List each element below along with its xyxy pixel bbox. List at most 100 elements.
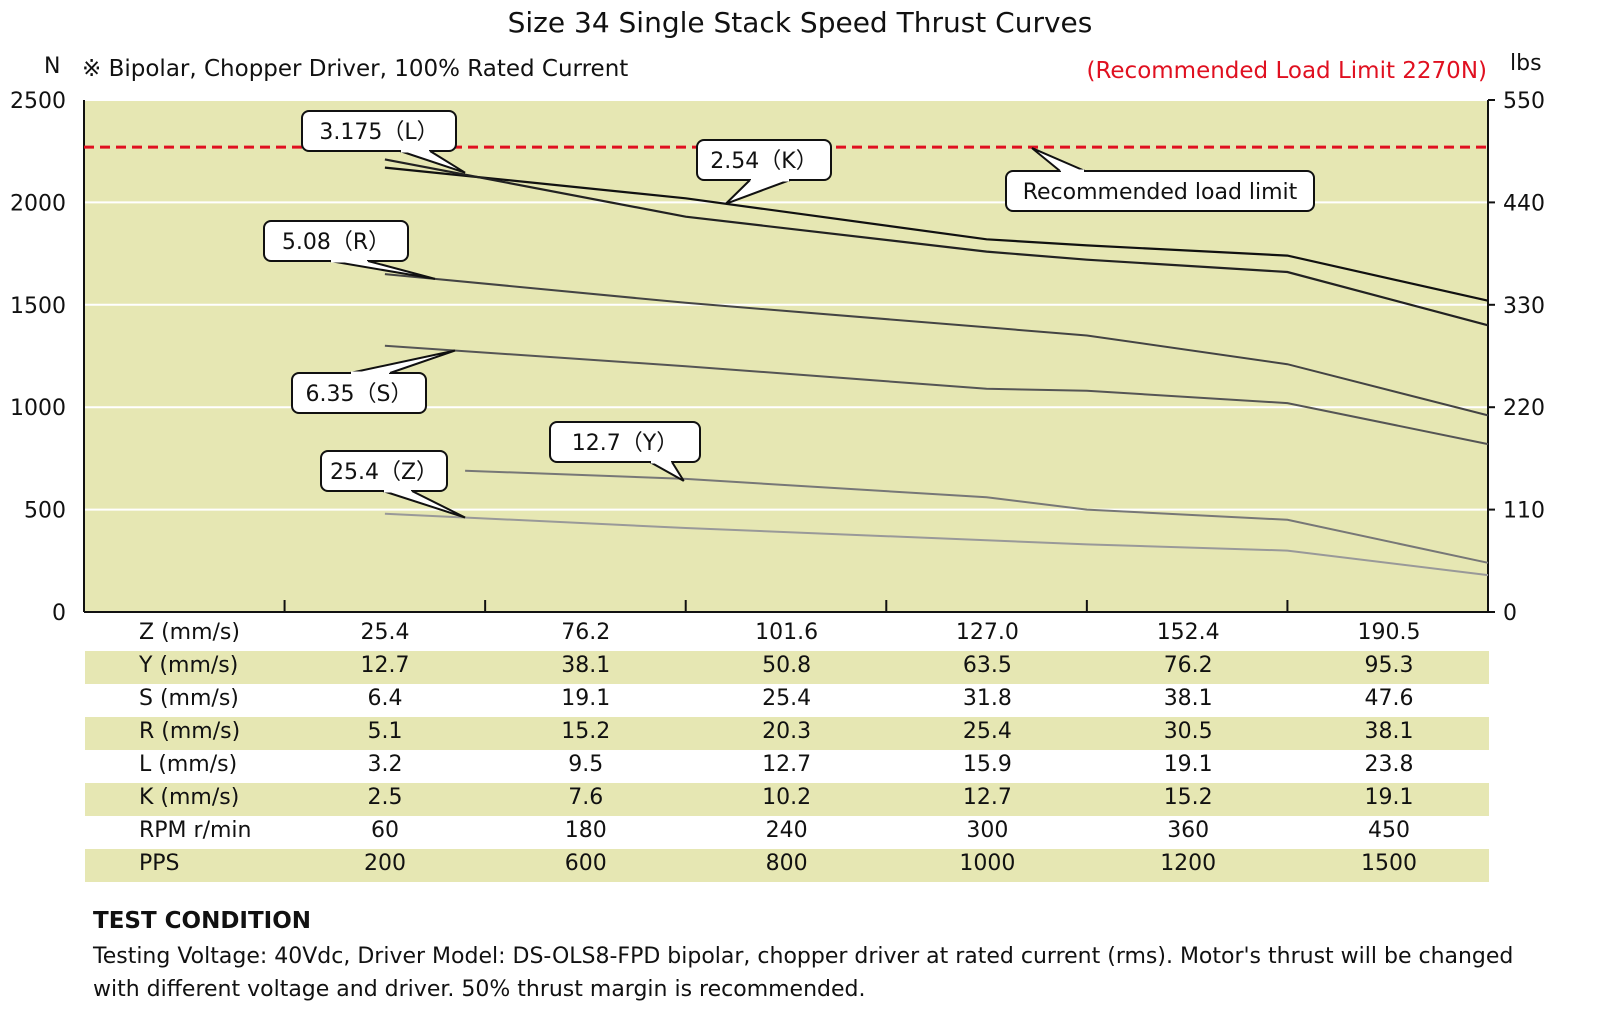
table-cell: 19.1 bbox=[1163, 752, 1213, 777]
table-row: RPM r/min 60 180 240 300 360 450 bbox=[85, 816, 1489, 849]
table-cell: 31.8 bbox=[962, 686, 1012, 711]
row-label: L (mm/s) bbox=[139, 752, 238, 777]
row-label: R (mm/s) bbox=[139, 719, 241, 744]
table-row: PPS 200 600 800 1000 1200 1500 bbox=[85, 849, 1489, 882]
row-label: PPS bbox=[139, 851, 180, 876]
y-tick-label: 1500 bbox=[10, 294, 66, 319]
table-cell: 25.4 bbox=[360, 620, 410, 645]
table-cell: 1000 bbox=[959, 851, 1016, 876]
table-row: Y (mm/s) 12.7 38.1 50.8 63.5 76.2 95.3 bbox=[85, 651, 1489, 684]
table-cell: 9.5 bbox=[568, 752, 604, 777]
y-tick-label: 2500 bbox=[10, 89, 66, 114]
table-cell: 47.6 bbox=[1364, 686, 1414, 711]
table-cell: 190.5 bbox=[1357, 620, 1421, 645]
table-cell: 300 bbox=[966, 818, 1009, 843]
callout-s: 6.35（S） bbox=[291, 349, 456, 414]
table-cell: 50.8 bbox=[762, 653, 812, 678]
table-cell: 60 bbox=[371, 818, 399, 843]
table-cell: 25.4 bbox=[762, 686, 812, 711]
table-cell: 1500 bbox=[1361, 851, 1417, 876]
table-cell: 12.7 bbox=[360, 653, 410, 678]
table-cell: 23.8 bbox=[1364, 752, 1414, 777]
series-line-4 bbox=[384, 344, 1489, 446]
callout-z-text: 25.4（Z） bbox=[330, 460, 438, 485]
table-cell: 15.2 bbox=[561, 719, 611, 744]
table-cell: 180 bbox=[564, 818, 607, 843]
speed-table: Z (mm/s) 25.4 76.2 101.6 127.0 152.4 190.5 Y (m… bbox=[85, 618, 1489, 882]
table-cell: 5.1 bbox=[367, 719, 403, 744]
row-label: Z (mm/s) bbox=[139, 620, 240, 645]
callout-l-pointer bbox=[399, 150, 466, 174]
y-tick-label: 2000 bbox=[10, 191, 66, 216]
callout-k: 2.54（K） bbox=[696, 139, 832, 205]
table-cell: 19.1 bbox=[561, 686, 611, 711]
test-condition-heading: TEST CONDITION bbox=[93, 908, 312, 934]
table-cell: 12.7 bbox=[962, 785, 1012, 810]
table-cell: 38.1 bbox=[1364, 719, 1414, 744]
thrust-chart: 0 0 500 110 1000 220 1500 330 2000 440 2500 550 2.54… bbox=[10, 89, 1545, 626]
table-cell: 800 bbox=[765, 851, 808, 876]
table-cell: 95.3 bbox=[1364, 653, 1414, 678]
callout-load-limit-box bbox=[1005, 170, 1315, 212]
row-label: Y (mm/s) bbox=[139, 653, 239, 678]
table-cell: 6.4 bbox=[367, 686, 403, 711]
y2-tick-label: 330 bbox=[1503, 294, 1545, 319]
y2-tick-label: 110 bbox=[1503, 499, 1545, 524]
table-row: S (mm/s) 6.4 19.1 25.4 31.8 38.1 47.6 bbox=[85, 684, 1489, 717]
callout-y-text: 12.7（Y） bbox=[572, 431, 678, 456]
table-cell: 19.1 bbox=[1364, 785, 1414, 810]
table-cell: 152.4 bbox=[1156, 620, 1220, 645]
table-cell: 38.1 bbox=[561, 653, 611, 678]
callout-r: 5.08（R） bbox=[263, 220, 436, 280]
callout-y: 12.7（Y） bbox=[549, 421, 701, 482]
table-cell: 38.1 bbox=[1163, 686, 1213, 711]
test-condition-body: Testing Voltage: 40Vdc, Driver Model: DS… bbox=[93, 944, 1514, 1002]
table-cell: 15.9 bbox=[962, 752, 1012, 777]
table-cell: 200 bbox=[364, 851, 406, 876]
y-tick-label: 1000 bbox=[10, 396, 66, 421]
table-cell: 1200 bbox=[1160, 851, 1217, 876]
table-cell: 3.2 bbox=[367, 752, 403, 777]
chart-title: Size 34 Single Stack Speed Thrust Curves bbox=[507, 6, 1093, 39]
y2-tick-label: 0 bbox=[1503, 601, 1517, 626]
load-limit-note: (Recommended Load Limit 2270N) bbox=[1086, 58, 1487, 84]
callout-load-limit-text: Recommended load limit bbox=[1023, 180, 1298, 205]
table-cell: 450 bbox=[1368, 818, 1410, 843]
table-cell: 127.0 bbox=[955, 620, 1019, 645]
callout-r-text: 5.08（R） bbox=[282, 230, 390, 255]
callout-l-text: 3.175（L） bbox=[319, 120, 438, 145]
table-row: Z (mm/s) 25.4 76.2 101.6 127.0 152.4 190.5 bbox=[85, 618, 1489, 651]
table-cell: 2.5 bbox=[367, 785, 403, 810]
callout-l-box bbox=[301, 110, 457, 152]
table-cell: 600 bbox=[564, 851, 607, 876]
table-cell: 15.2 bbox=[1163, 785, 1213, 810]
table-cell: 25.4 bbox=[962, 719, 1012, 744]
series-line-5 bbox=[465, 469, 1489, 564]
callout-k-pointer bbox=[725, 179, 791, 205]
table-cell: 240 bbox=[765, 818, 808, 843]
right-axis-unit: lbs bbox=[1510, 51, 1542, 76]
callout-z-pointer bbox=[382, 490, 466, 519]
table-cell: 76.2 bbox=[561, 620, 611, 645]
callout-s-pointer bbox=[349, 349, 456, 374]
callout-y-pointer bbox=[649, 461, 685, 482]
table-cell: 63.5 bbox=[962, 653, 1012, 678]
table-cell: 12.7 bbox=[762, 752, 812, 777]
table-cell: 20.3 bbox=[762, 719, 812, 744]
table-cell: 76.2 bbox=[1163, 653, 1213, 678]
callout-load-limit-pointer bbox=[1031, 147, 1086, 172]
table-cell: 101.6 bbox=[755, 620, 819, 645]
table-row: K (mm/s) 2.5 7.6 10.2 12.7 15.2 19.1 bbox=[85, 783, 1489, 816]
row-label: S (mm/s) bbox=[139, 686, 239, 711]
y-tick-label: 0 bbox=[52, 601, 66, 626]
row-label: K (mm/s) bbox=[139, 785, 240, 810]
table-cell: 30.5 bbox=[1163, 719, 1213, 744]
y-tick-label: 500 bbox=[24, 499, 66, 524]
table-cell: 7.6 bbox=[568, 785, 604, 810]
callout-r-pointer bbox=[329, 260, 436, 280]
series-line-2 bbox=[384, 158, 1489, 327]
callout-k-text: 2.54（K） bbox=[710, 149, 817, 174]
series-line-6 bbox=[384, 512, 1489, 577]
y2-tick-label: 440 bbox=[1503, 191, 1545, 216]
callout-load-limit: Recommended load limit bbox=[1005, 147, 1315, 212]
